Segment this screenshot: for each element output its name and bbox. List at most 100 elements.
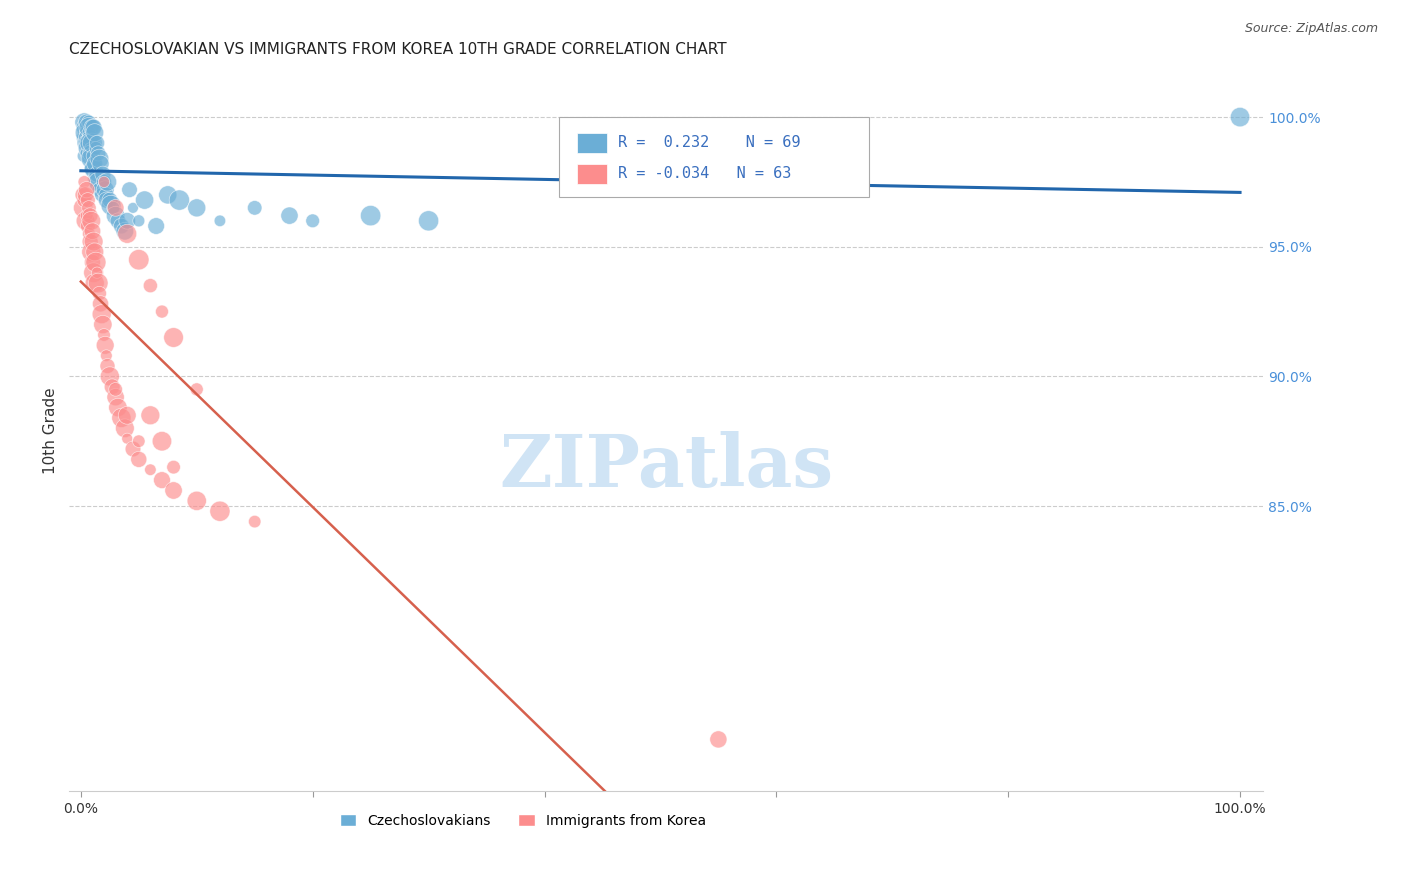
Point xyxy=(76,126,98,140)
Point xyxy=(208,214,231,228)
Point xyxy=(76,141,98,155)
Point xyxy=(83,161,105,176)
Point xyxy=(139,463,162,477)
Point xyxy=(82,136,104,150)
Point xyxy=(101,380,124,394)
Point xyxy=(93,327,115,342)
Point xyxy=(93,175,115,189)
Point xyxy=(115,227,138,241)
Point xyxy=(79,141,101,155)
Point xyxy=(86,136,108,150)
Point xyxy=(110,410,132,425)
Point xyxy=(73,193,96,207)
Text: R =  0.232    N = 69: R = 0.232 N = 69 xyxy=(619,135,801,150)
Point xyxy=(83,235,105,249)
Point xyxy=(72,187,94,202)
Point xyxy=(75,214,97,228)
Point xyxy=(114,224,136,238)
Text: CZECHOSLOVAKIAN VS IMMIGRANTS FROM KOREA 10TH GRADE CORRELATION CHART: CZECHOSLOVAKIAN VS IMMIGRANTS FROM KOREA… xyxy=(69,42,727,57)
Point xyxy=(104,209,127,223)
Point xyxy=(77,227,100,241)
Point xyxy=(76,219,98,233)
Y-axis label: 10th Grade: 10th Grade xyxy=(44,387,58,475)
Point xyxy=(75,126,97,140)
Point xyxy=(90,297,112,311)
Point xyxy=(87,175,110,189)
Point xyxy=(84,141,107,155)
Point xyxy=(114,421,136,435)
Point xyxy=(169,193,191,207)
FancyBboxPatch shape xyxy=(576,164,606,185)
Point xyxy=(162,460,184,475)
Point xyxy=(86,167,108,181)
Point xyxy=(76,131,98,145)
Point xyxy=(86,266,108,280)
Point xyxy=(76,115,98,129)
Point xyxy=(96,175,118,189)
Point xyxy=(128,214,150,228)
Point xyxy=(76,136,98,150)
Point xyxy=(77,120,100,135)
Point xyxy=(77,126,100,140)
Point xyxy=(278,209,301,223)
Point xyxy=(107,214,129,228)
Point xyxy=(80,244,103,259)
Point xyxy=(150,304,173,318)
Point xyxy=(128,434,150,449)
Point xyxy=(360,209,382,223)
Point xyxy=(83,120,105,135)
Point xyxy=(301,214,323,228)
Point xyxy=(122,201,145,215)
Point xyxy=(76,152,98,166)
Point xyxy=(96,359,118,373)
Text: R = -0.034   N = 63: R = -0.034 N = 63 xyxy=(619,166,792,181)
Point xyxy=(115,214,138,228)
FancyBboxPatch shape xyxy=(558,117,869,196)
Point xyxy=(73,115,96,129)
Point xyxy=(77,201,100,215)
Point xyxy=(91,318,114,332)
Point xyxy=(128,252,150,267)
Point xyxy=(75,187,97,202)
Point xyxy=(104,383,127,397)
Point xyxy=(243,515,266,529)
Point xyxy=(76,193,98,207)
Point xyxy=(96,349,118,363)
Point xyxy=(103,201,125,215)
Point xyxy=(76,146,98,161)
Point xyxy=(83,126,105,140)
Point xyxy=(75,136,97,150)
Point xyxy=(82,224,104,238)
Point xyxy=(156,187,179,202)
Point xyxy=(98,369,121,384)
Point xyxy=(76,183,98,197)
Point xyxy=(80,146,103,161)
Point xyxy=(79,235,101,249)
Point xyxy=(208,504,231,518)
Point xyxy=(83,276,105,290)
Point xyxy=(90,187,112,202)
Point xyxy=(98,193,121,207)
Point xyxy=(72,149,94,163)
Point xyxy=(139,278,162,293)
Point xyxy=(79,131,101,145)
Point xyxy=(89,286,111,301)
Point xyxy=(96,193,118,207)
FancyBboxPatch shape xyxy=(576,133,606,153)
Point xyxy=(91,167,114,181)
Point xyxy=(77,115,100,129)
Point xyxy=(80,152,103,166)
Point xyxy=(94,338,117,352)
Point xyxy=(84,172,107,186)
Point xyxy=(104,390,127,404)
Point xyxy=(118,183,141,197)
Point xyxy=(122,442,145,456)
Point xyxy=(707,732,730,747)
Point xyxy=(82,149,104,163)
Point xyxy=(186,493,208,508)
Point xyxy=(73,175,96,189)
Point xyxy=(139,409,162,423)
Point xyxy=(115,432,138,446)
Point xyxy=(87,276,110,290)
Point xyxy=(145,219,167,233)
